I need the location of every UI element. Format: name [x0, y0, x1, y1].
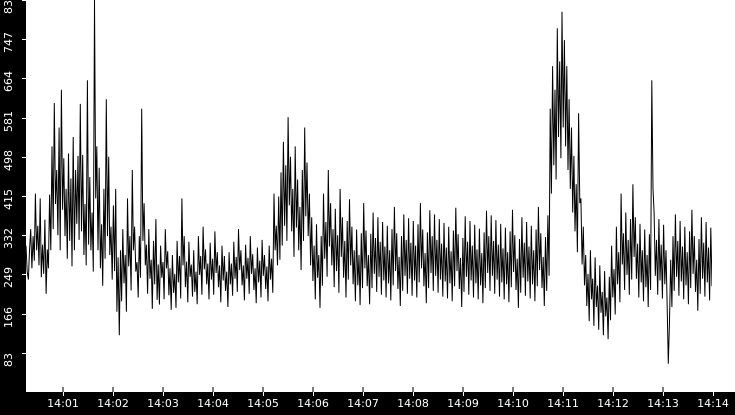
x-axis-tick-mark — [313, 392, 314, 396]
y-axis-tick-label: 166 — [2, 307, 15, 328]
y-axis-tick-label: 498 — [2, 150, 15, 171]
x-axis-tick-label: 14:03 — [147, 397, 179, 410]
x-axis-tick-label: 14:01 — [47, 397, 79, 410]
x-axis-tick-label: 14:10 — [497, 397, 529, 410]
y-axis-tick-mark — [22, 274, 26, 275]
x-axis-tick-label: 14:06 — [297, 397, 329, 410]
y-axis-tick-label: 83 — [2, 353, 15, 367]
x-axis-tick-label: 14:14 — [697, 397, 729, 410]
y-axis-tick-label: 747 — [2, 32, 15, 53]
y-axis-tick-label: 581 — [2, 111, 15, 132]
data-line-svg — [26, 0, 714, 392]
y-axis-tick-mark — [22, 235, 26, 236]
x-axis-tick-label: 14:11 — [547, 397, 579, 410]
x-axis-tick-label: 14:04 — [197, 397, 229, 410]
y-axis-tick-mark — [22, 118, 26, 119]
plot-area — [26, 0, 735, 392]
y-axis-tick-mark — [22, 39, 26, 40]
y-axis-tick-label: 415 — [2, 189, 15, 210]
x-axis-tick-mark — [363, 392, 364, 396]
y-axis-tick-mark — [22, 314, 26, 315]
x-axis-tick-mark — [113, 392, 114, 396]
y-axis-tick-mark — [22, 78, 26, 79]
x-axis-tick-mark — [513, 392, 514, 396]
x-axis-tick-mark — [463, 392, 464, 396]
x-axis-tick-label: 14:05 — [247, 397, 279, 410]
y-axis-tick-mark — [22, 353, 26, 354]
y-axis-tick-label: 664 — [2, 71, 15, 92]
y-axis-tick-label: 830 — [2, 0, 15, 14]
y-axis-tick-label: 249 — [2, 267, 15, 288]
y-axis: 083166249332415498581664747830 — [0, 0, 26, 406]
x-axis-tick-mark — [713, 392, 714, 396]
x-axis-tick-mark — [413, 392, 414, 396]
y-axis-tick-mark — [22, 196, 26, 197]
x-axis-tick-label: 14:13 — [647, 397, 679, 410]
y-axis-tick-mark — [22, 157, 26, 158]
plot-right-padding — [712, 0, 735, 392]
y-axis-tick-label: 332 — [2, 228, 15, 249]
x-axis-tick-mark — [613, 392, 614, 396]
x-axis-tick-mark — [663, 392, 664, 396]
x-axis-tick-mark — [563, 392, 564, 396]
y-axis-tick-mark — [22, 0, 26, 1]
data-series-line — [26, 0, 713, 364]
x-axis-tick-mark — [263, 392, 264, 396]
x-axis-tick-label: 14:09 — [447, 397, 479, 410]
x-axis-tick-mark — [63, 392, 64, 396]
x-axis-tick-label: 14:07 — [347, 397, 379, 410]
x-axis: 14:01 14:02 14:03 14:04 14:05 14:06 14:07 14:08… — [0, 392, 735, 415]
x-axis-tick-label: 14:08 — [397, 397, 429, 410]
x-axis-tick-label: 14:02 — [97, 397, 129, 410]
x-axis-tick-mark — [213, 392, 214, 396]
x-axis-tick-label: 14:12 — [597, 397, 629, 410]
x-axis-tick-mark — [163, 392, 164, 396]
